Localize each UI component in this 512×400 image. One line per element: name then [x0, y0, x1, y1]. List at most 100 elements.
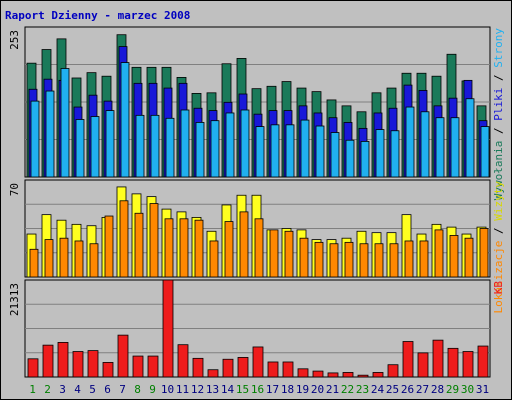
bar-top-Strony-day-9 — [150, 114, 160, 178]
bar-bottom-KB-day-10 — [162, 279, 174, 378]
chart-panels: 253 Wywołania / Pliki / Strony 70 Lokalizac… — [8, 26, 505, 378]
bar-top-Strony-day-17 — [270, 124, 280, 178]
day-label-4: 4 — [74, 383, 81, 396]
bar-bottom-KB-day-21 — [327, 372, 339, 378]
legend-entry: KB — [492, 281, 505, 295]
bar-bottom-KB-day-27 — [417, 352, 429, 378]
legend-entry: Strony — [492, 28, 505, 68]
bar-top-Strony-day-4 — [75, 119, 85, 178]
panel-bottom: 21313 KB — [8, 279, 505, 378]
bar-top-Strony-day-21 — [330, 132, 340, 178]
bar-middle-Lokalizacje-day-19 — [299, 237, 309, 278]
bar-top-Strony-day-20 — [315, 125, 325, 178]
bar-top-Strony-day-15 — [240, 109, 250, 178]
bar-bottom-KB-day-3 — [57, 342, 69, 378]
bar-top-Strony-day-12 — [195, 122, 205, 178]
legend-entry: Pliki — [492, 88, 505, 121]
bar-middle-Lokalizacje-day-26 — [404, 240, 414, 278]
bar-top-Strony-day-10 — [165, 117, 175, 178]
legend-entry: Wywołania — [492, 141, 505, 201]
day-label-17: 17 — [266, 383, 279, 396]
bar-top-Strony-day-27 — [420, 111, 430, 178]
bar-top-Strony-day-13 — [210, 120, 220, 178]
day-label-30: 30 — [461, 383, 474, 396]
bar-middle-Lokalizacje-day-30 — [464, 237, 474, 278]
day-label-31: 31 — [476, 383, 489, 396]
bar-top-Strony-day-7 — [120, 62, 130, 178]
bar-top-Strony-day-22 — [345, 139, 355, 178]
bar-bottom-KB-day-5 — [87, 350, 99, 378]
day-label-9: 9 — [149, 383, 156, 396]
bar-bottom-KB-day-17 — [267, 361, 279, 378]
day-label-29: 29 — [446, 383, 459, 396]
panel-top-ymax-label: 253 — [8, 30, 21, 50]
legend-entry: Wizyty — [492, 181, 505, 221]
bar-middle-Lokalizacje-day-3 — [59, 237, 69, 278]
bar-bottom-KB-day-13 — [207, 369, 219, 378]
bar-middle-Lokalizacje-day-31 — [479, 228, 489, 278]
bar-middle-Lokalizacje-day-2 — [44, 239, 54, 278]
day-label-14: 14 — [221, 383, 235, 396]
bar-middle-Lokalizacje-day-22 — [344, 241, 354, 278]
bar-middle-Lokalizacje-day-24 — [374, 243, 384, 278]
bar-middle-Lokalizacje-day-28 — [434, 229, 444, 278]
bar-top-Strony-day-3 — [60, 68, 70, 178]
bar-bottom-KB-day-12 — [192, 357, 204, 378]
bar-bottom-KB-day-14 — [222, 358, 234, 378]
day-label-27: 27 — [416, 383, 429, 396]
day-label-23: 23 — [356, 383, 369, 396]
day-label-18: 18 — [281, 383, 294, 396]
bar-middle-Lokalizacje-day-10 — [164, 218, 174, 278]
panel-top-legend: Wywołania / Pliki / Strony — [492, 28, 505, 201]
bar-bottom-KB-day-20 — [312, 370, 324, 378]
bar-bottom-KB-day-24 — [372, 372, 384, 378]
day-label-1: 1 — [29, 383, 36, 396]
day-label-5: 5 — [89, 383, 96, 396]
bar-middle-Lokalizacje-day-13 — [209, 240, 219, 278]
legend-entry: Lokalizacje — [492, 241, 505, 314]
bar-top-Strony-day-31 — [480, 126, 490, 178]
panel-top: 253 Wywołania / Pliki / Strony — [8, 26, 505, 201]
bar-bottom-KB-day-18 — [282, 361, 294, 378]
day-label-11: 11 — [176, 383, 189, 396]
bar-bottom-KB-day-15 — [237, 357, 249, 378]
bar-top-Strony-day-16 — [255, 126, 265, 178]
bar-bottom-KB-day-26 — [402, 341, 414, 378]
chart-title: Raport Dzienny - marzec 2008 — [5, 9, 190, 22]
day-label-19: 19 — [296, 383, 309, 396]
day-label-15: 15 — [236, 383, 249, 396]
day-label-8: 8 — [134, 383, 141, 396]
legend-separator: / — [492, 68, 505, 88]
bar-bottom-KB-day-11 — [177, 344, 189, 378]
bar-top-Strony-day-30 — [465, 98, 475, 178]
panel-middle: 70 Lokalizacje / Wizyty — [8, 179, 505, 314]
bar-middle-Lokalizacje-day-16 — [254, 218, 264, 278]
bar-middle-Lokalizacje-day-9 — [149, 203, 159, 278]
bar-bottom-KB-day-22 — [342, 372, 354, 378]
bar-top-Strony-day-24 — [375, 129, 385, 178]
day-label-28: 28 — [431, 383, 444, 396]
bar-middle-Lokalizacje-day-14 — [224, 221, 234, 278]
bar-middle-Lokalizacje-day-23 — [359, 243, 369, 278]
bar-top-Strony-day-26 — [405, 106, 415, 178]
day-label-12: 12 — [191, 383, 204, 396]
bar-bottom-KB-day-4 — [72, 351, 84, 378]
panel-middle-legend: Lokalizacje / Wizyty — [492, 181, 505, 314]
bar-middle-Lokalizacje-day-20 — [314, 241, 324, 278]
day-label-3: 3 — [59, 383, 66, 396]
day-label-6: 6 — [104, 383, 111, 396]
bar-bottom-KB-day-6 — [102, 362, 114, 378]
bar-middle-Lokalizacje-day-18 — [284, 230, 294, 278]
day-label-25: 25 — [386, 383, 399, 396]
bar-top-Strony-day-23 — [360, 141, 370, 178]
bar-bottom-KB-day-2 — [42, 344, 54, 378]
bar-bottom-KB-day-8 — [132, 355, 144, 378]
bar-middle-Lokalizacje-day-12 — [194, 219, 204, 278]
day-label-7: 7 — [119, 383, 126, 396]
bar-top-Strony-day-11 — [180, 109, 190, 178]
bar-middle-Lokalizacje-day-11 — [179, 218, 189, 278]
day-label-20: 20 — [311, 383, 324, 396]
bar-middle-Lokalizacje-day-27 — [419, 240, 429, 278]
panel-bottom-legend: KB — [492, 281, 505, 295]
bar-middle-Lokalizacje-day-21 — [329, 243, 339, 278]
